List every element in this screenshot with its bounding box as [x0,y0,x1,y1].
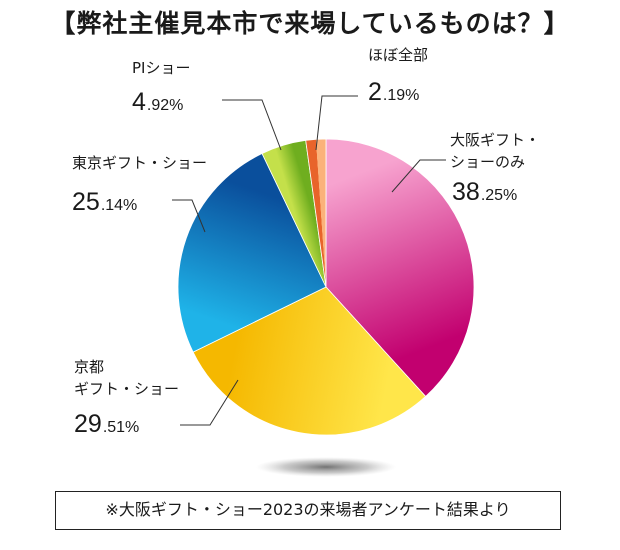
pie-shadow-ellipse [256,457,396,477]
pie-slices [177,138,475,436]
slice-percent-3: 25.14% [72,188,137,216]
slice-percent-5: 2.19% [368,78,419,106]
slice-name-2-line-1: 京都 [74,358,104,376]
slice-name-1-line-2: ショーのみ [450,153,525,171]
leader-line-1 [391,159,446,193]
leader-lines [172,95,446,426]
leader-line-3 [172,199,206,233]
slice-name-3: 東京ギフト・ショー [72,154,207,172]
pie-shadow [256,457,396,477]
slice-name-5: ほぼ全部 [368,46,428,64]
slice-name-1-line-1: 大阪ギフト・ [450,131,540,149]
slice-name-2-line-2: ギフト・ショー [74,380,179,398]
leader-line-5 [315,95,358,151]
page-title: 【弊社主催見本市で来場しているものは？】 [50,9,570,38]
source-note: ※大阪ギフト・ショー2023の来場者アンケート結果より [55,491,561,530]
slice-name-4: PIショー [132,59,190,77]
leader-line-2 [180,379,239,426]
slice-percent-4: 4.92% [132,88,183,116]
slice-percent-2: 29.51% [74,410,139,438]
pie-slice-3 [177,152,327,353]
leader-line-4 [222,99,282,151]
slice-percent-1: 38.25% [452,178,517,206]
pie-slice-1 [325,138,475,398]
pie-slice-5 [305,138,327,288]
